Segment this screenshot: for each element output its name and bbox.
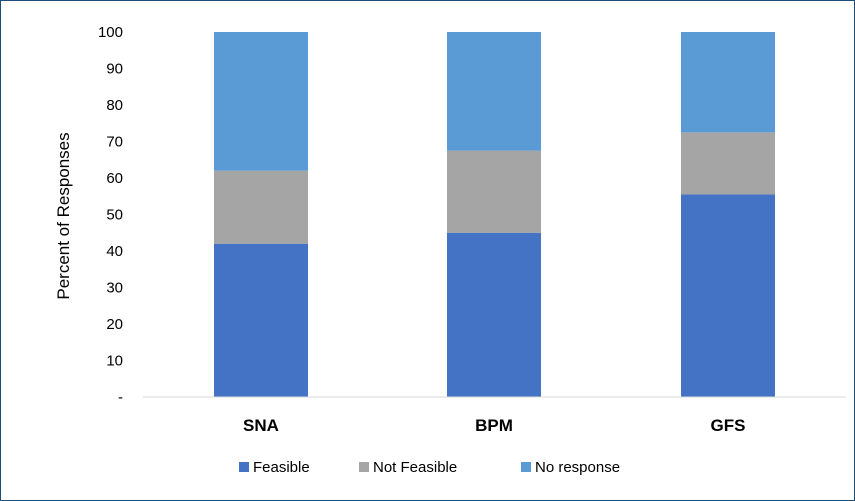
legend-swatch (521, 462, 531, 472)
y-tick-label: 90 (106, 61, 123, 78)
category-labels: SNA BPM GFS (243, 416, 745, 435)
x-tick-label: SNA (243, 416, 279, 435)
y-axis-ticks: - 10 20 30 40 50 60 70 80 90 100 (98, 24, 123, 406)
legend-label: Not Feasible (373, 459, 457, 476)
bar-sna-not-feasible (214, 170, 308, 244)
y-tick-label: 60 (106, 170, 123, 187)
y-tick-label: 80 (106, 97, 123, 114)
y-tick-label: 40 (106, 243, 123, 260)
legend-entry: No response (521, 459, 620, 476)
legend-label: No response (535, 459, 620, 476)
y-tick-label: 30 (106, 280, 123, 297)
bar-sna-feasible (214, 243, 308, 397)
y-axis-title: Percent of Responses (54, 132, 73, 299)
bar-sna-no-response (214, 32, 308, 171)
bar-bpm-no-response (447, 32, 541, 151)
bar-gfs-no-response (681, 32, 775, 133)
y-tick-label: 50 (106, 207, 123, 224)
bar-bpm-not-feasible (447, 150, 541, 233)
y-tick-label: - (118, 389, 123, 406)
bars (214, 32, 775, 397)
y-tick-label: 10 (106, 353, 123, 370)
bar-gfs-not-feasible (681, 132, 775, 195)
x-tick-label: GFS (711, 416, 746, 435)
legend-swatch (239, 462, 249, 472)
bar-gfs-feasible (681, 194, 775, 397)
legend-entry: Feasible (239, 459, 310, 476)
legend: Feasible Not Feasible No response (239, 459, 620, 476)
legend-label: Feasible (253, 459, 310, 476)
legend-entry: Not Feasible (359, 459, 457, 476)
y-tick-label: 100 (98, 24, 123, 41)
y-tick-label: 20 (106, 316, 123, 333)
legend-swatch (359, 462, 369, 472)
y-tick-label: 70 (106, 134, 123, 151)
bar-bpm-feasible (447, 232, 541, 397)
x-tick-label: BPM (475, 416, 513, 435)
